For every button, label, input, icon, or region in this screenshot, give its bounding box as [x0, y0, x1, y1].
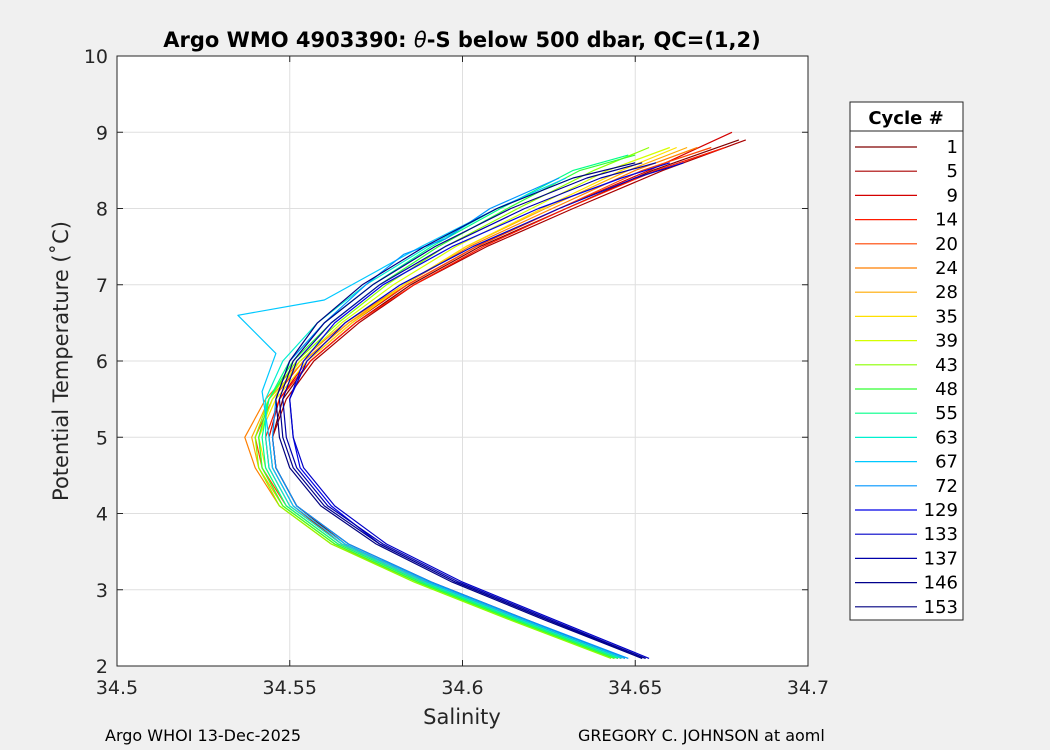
legend-label: 72 [935, 476, 958, 497]
x-axis-label: Salinity [423, 705, 501, 729]
x-tick-label: 34.7 [787, 677, 829, 699]
legend-item-cycle-63: 63 [855, 427, 958, 448]
legend-label: 14 [935, 210, 958, 231]
legend-items: 1 5 9 14 20 24 28 35 39 43 48 55 63 67 72 129 133 137 146 1… [855, 137, 958, 618]
legend-item-cycle-5: 5 [855, 161, 958, 182]
legend-item-cycle-153: 153 [855, 597, 958, 618]
legend-item-cycle-133: 133 [855, 524, 958, 545]
legend-item-cycle-137: 137 [855, 548, 958, 569]
legend-label: 39 [935, 331, 958, 352]
legend-label: 1 [947, 137, 958, 158]
legend-label: 9 [947, 185, 958, 206]
legend-label: 129 [924, 500, 958, 521]
legend: Cycle # 1 5 9 14 20 24 28 35 39 43 48 55 63 67 72 129 13… [849, 101, 964, 621]
legend-label: 20 [935, 234, 958, 255]
series-line-cycle-55 [261, 154, 629, 659]
legend-label: 55 [935, 403, 958, 424]
legend-item-cycle-28: 28 [855, 282, 958, 303]
legend-label: 48 [935, 379, 958, 400]
legend-label: 5 [947, 161, 958, 182]
legend-item-cycle-14: 14 [855, 210, 958, 231]
y-tick-label: 6 [96, 351, 108, 373]
legend-label: 63 [935, 427, 958, 448]
axis-ticks: 34.5 34.55 34.6 34.65 34.7 2 3 4 5 6 7 8 9 10 [84, 46, 829, 699]
y-tick-label: 2 [96, 656, 108, 678]
y-tick-label: 10 [84, 46, 108, 68]
legend-label: 67 [935, 452, 958, 473]
legend-title: Cycle # [868, 108, 943, 129]
y-tick-label: 5 [96, 427, 108, 449]
series-line-cycle-153 [275, 162, 643, 659]
x-tick-label: 34.65 [608, 677, 662, 699]
series-line-cycle-137 [282, 162, 657, 659]
legend-item-cycle-1: 1 [855, 137, 958, 158]
x-tick-label: 34.55 [263, 677, 317, 699]
y-tick-label: 9 [96, 122, 108, 144]
legend-label: 137 [924, 548, 958, 569]
legend-item-cycle-20: 20 [855, 234, 958, 255]
legend-label: 28 [935, 282, 958, 303]
chart-title: Argo WMO 4903390: θ-S below 500 dbar, QC… [163, 28, 760, 52]
legend-item-cycle-72: 72 [855, 476, 958, 497]
legend-label: 146 [924, 573, 958, 594]
legend-label: 24 [935, 258, 958, 279]
legend-item-cycle-24: 24 [855, 258, 958, 279]
y-tick-label: 4 [96, 504, 108, 526]
x-tick-label: 34.5 [96, 677, 138, 699]
x-tick-label: 34.6 [441, 677, 483, 699]
legend-label: 133 [924, 524, 958, 545]
legend-item-cycle-129: 129 [855, 500, 958, 521]
legend-item-cycle-146: 146 [855, 573, 958, 594]
series-line-cycle-133 [289, 162, 684, 659]
series-line-cycle-146 [278, 162, 646, 659]
y-tick-label: 8 [96, 199, 108, 221]
legend-label: 43 [935, 355, 958, 376]
legend-label: 153 [924, 597, 958, 618]
legend-item-cycle-9: 9 [855, 185, 958, 206]
legend-item-cycle-55: 55 [855, 403, 958, 424]
series-layer [237, 131, 747, 659]
legend-item-cycle-67: 67 [855, 452, 958, 473]
grid [117, 56, 808, 666]
legend-label: 35 [935, 306, 958, 327]
y-tick-label: 3 [96, 580, 108, 602]
series-line-cycle-67 [237, 177, 626, 659]
legend-item-cycle-48: 48 [855, 379, 958, 400]
footer-left: Argo WHOI 13-Dec-2025 [105, 726, 301, 745]
footer-right: GREGORY C. JOHNSON at aoml [578, 726, 825, 745]
legend-item-cycle-39: 39 [855, 331, 958, 352]
y-axis-label: Potential Temperature (˚C) [49, 221, 73, 501]
legend-item-cycle-43: 43 [855, 355, 958, 376]
y-tick-label: 7 [96, 275, 108, 297]
legend-item-cycle-35: 35 [855, 306, 958, 327]
